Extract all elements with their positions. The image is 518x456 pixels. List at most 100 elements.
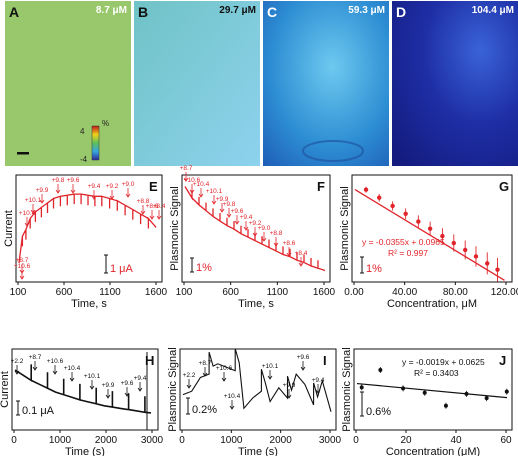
series-line-e: [18, 193, 157, 263]
image-panel-d-fill: [392, 1, 518, 166]
image-panel-b: B 29.7 μM: [134, 1, 260, 166]
image-panel-a-tint: [5, 1, 131, 166]
panel-letter-i: I: [323, 353, 327, 368]
y-axis-label: Plasmonic Signal: [339, 186, 351, 270]
panel-letter-f: F: [317, 179, 325, 194]
injection-arrowhead: [39, 199, 45, 204]
x-tick-label: 0: [353, 435, 359, 446]
colorbar-min: -4: [80, 155, 88, 164]
image-panel-b-bg: [134, 1, 260, 166]
x-tick-label: 40: [450, 435, 462, 446]
injection-arrowhead: [202, 372, 208, 377]
injection-arrowhead: [198, 193, 204, 198]
injection-arrowhead: [19, 275, 25, 280]
panel-letter-g: G: [499, 179, 509, 194]
panel-letter-a: A: [9, 4, 20, 20]
injection-arrowhead: [183, 177, 189, 182]
y-axis-label: Current: [3, 210, 15, 247]
injection-arrowhead: [211, 200, 217, 205]
injection-arrowhead: [286, 252, 292, 257]
x-tick-label: 1000: [220, 435, 243, 446]
x-tick-label: 1600: [145, 287, 168, 298]
panel-letter-j: J: [499, 353, 506, 368]
injection-label: +8.6: [283, 240, 296, 247]
plot-frame-g: [351, 174, 513, 283]
data-point: [390, 203, 395, 209]
injection-label: +10.1: [206, 188, 223, 195]
injection-label: +10.4: [224, 393, 241, 400]
scale-bar-label: 1%: [366, 263, 382, 275]
image-panel-a-fill: [5, 1, 131, 166]
y-axis-label: Plasmonic Signal: [341, 347, 353, 431]
x-tick-label: 60: [500, 435, 512, 446]
injection-label: +9.9: [102, 382, 115, 389]
injection-arrowhead: [261, 237, 267, 242]
x-tick-label: 40.00: [392, 287, 417, 298]
fit-equation: y = -0.0019x + 0.0625: [402, 357, 485, 367]
injection-label: +8.7: [199, 360, 212, 367]
scale-bar-label: 1 μA: [110, 263, 134, 275]
injection-arrowhead: [52, 370, 58, 375]
x-tick-label: 100: [10, 287, 27, 298]
x-tick-label: 1100: [99, 287, 121, 298]
x-axis-label: Time (s): [238, 446, 278, 456]
x-tick-label: 1600: [313, 287, 336, 298]
x-tick-label: 3000: [319, 435, 342, 446]
injection-arrowhead: [137, 387, 143, 392]
injection-arrowhead: [30, 209, 36, 214]
injection-label: +9.0: [258, 225, 271, 232]
injection-label: +9.2: [249, 220, 262, 227]
x-tick-label: 1100: [267, 287, 289, 298]
injection-label: +10.6: [184, 177, 201, 184]
injection-label: +9.6: [67, 177, 80, 184]
x-tick-label: 0: [11, 435, 17, 446]
x-axis-label: Time, s: [71, 298, 107, 310]
concentration-label-d: 104.4 μM: [471, 5, 514, 16]
injection-arrowhead: [124, 392, 130, 397]
x-axis-label: Concentration (μM): [386, 446, 480, 456]
injection-label: +8.8: [137, 198, 150, 205]
injection-label: +9.9: [36, 187, 49, 194]
injection-label: +9.4: [312, 377, 325, 384]
x-tick-label: 3000: [141, 435, 164, 446]
injection-label: +8.6: [146, 203, 159, 210]
data-point: [427, 226, 433, 231]
injection-arrowhead: [156, 215, 162, 220]
injection-arrowhead: [189, 189, 195, 194]
plot-frame-f: [181, 174, 331, 283]
panel-letter-h: H: [145, 353, 154, 368]
scale-bar: [17, 152, 29, 155]
image-panel-a: A 8.7 μM: [5, 1, 131, 166]
injection-label: +9.6: [121, 380, 134, 387]
injection-label: +10.4: [64, 365, 81, 372]
injection-arrowhead: [105, 394, 111, 399]
injection-arrowhead: [55, 189, 61, 194]
x-tick-label: 120.00: [491, 287, 518, 298]
colorbar-max: 4: [80, 127, 85, 136]
injection-label: +10.1: [84, 373, 101, 380]
fit-r2: R² = 0.3403: [414, 368, 459, 378]
y-axis-label: Plasmonic Signal: [167, 347, 179, 431]
data-point: [416, 219, 421, 224]
injection-arrowhead: [109, 195, 115, 200]
injection-arrowhead: [298, 262, 304, 267]
injection-arrowhead: [89, 385, 95, 390]
injection-arrowhead: [186, 384, 192, 389]
data-point: [403, 211, 408, 216]
injection-arrowhead: [69, 377, 75, 382]
image-panel-d-bg: [392, 1, 518, 166]
y-axis-label: Plasmonic Signal: [169, 186, 181, 270]
injection-arrowhead: [300, 366, 306, 371]
fit-equation: y = -0.0355x + 0.0965: [362, 237, 445, 247]
series-line-i: [182, 348, 332, 412]
concentration-label-a: 8.7 μM: [95, 5, 127, 16]
injection-arrowhead: [243, 226, 249, 231]
x-tick-label: 1000: [49, 435, 72, 446]
data-point: [378, 368, 383, 372]
data-point: [422, 390, 427, 395]
injection-arrowhead: [140, 210, 146, 215]
injection-arrowhead: [14, 370, 20, 375]
x-axis-label: Concentration, μM: [387, 298, 477, 310]
injection-arrowhead: [226, 213, 232, 218]
